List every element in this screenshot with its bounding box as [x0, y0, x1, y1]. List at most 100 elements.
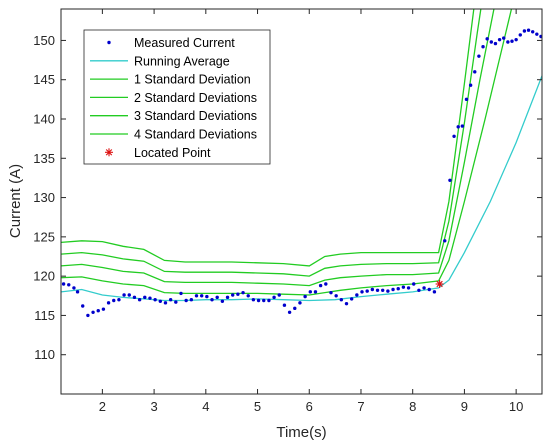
data-point-measured-current	[489, 40, 494, 44]
data-point-measured-current	[456, 125, 460, 129]
y-tick-label: 110	[34, 347, 55, 362]
legend-label: 1 Standard Deviation	[134, 73, 251, 87]
data-point-measured-current	[101, 307, 106, 311]
data-point-measured-current	[522, 29, 527, 33]
series-line-4-standard-deviations	[61, 9, 475, 267]
data-point-measured-current	[535, 32, 539, 36]
y-tick-label: 145	[33, 72, 55, 87]
data-point-measured-current	[432, 290, 437, 294]
data-point-measured-current	[75, 290, 80, 294]
legend-item-2-standard-deviations: 2 Standard Deviations	[90, 91, 257, 105]
x-tick-label: 6	[306, 399, 313, 414]
data-point-measured-current	[303, 294, 307, 299]
data-point-measured-current	[272, 295, 276, 300]
y-tick-label: 120	[33, 269, 55, 284]
data-point-measured-current	[277, 293, 281, 297]
data-point-measured-current	[153, 298, 157, 302]
x-tick-label: 9	[461, 399, 468, 414]
y-tick-label: 125	[33, 229, 55, 244]
ticks-layer: 2 3 4 5 6 7 8 9 10 110 115 120 125 130 135 140 145 150	[33, 9, 542, 414]
data-point-measured-current	[443, 239, 447, 243]
data-point-measured-current	[381, 288, 385, 292]
legend-item-3-standard-deviations: 3 Standard Deviations	[90, 109, 257, 123]
x-tick-label: 3	[150, 399, 157, 414]
data-point-measured-current	[72, 286, 76, 290]
data-point-measured-current	[448, 178, 452, 182]
data-point-measured-current	[539, 34, 542, 39]
y-tick-label: 150	[33, 33, 55, 48]
data-point-measured-current	[530, 30, 535, 34]
data-point-measured-current	[370, 287, 375, 292]
legend-item-1-standard-deviation: 1 Standard Deviation	[90, 73, 251, 87]
data-point-measured-current	[256, 298, 261, 303]
data-point-measured-current	[122, 293, 126, 297]
data-point-measured-current	[468, 83, 473, 87]
data-point-measured-current	[360, 290, 364, 294]
data-point-measured-current	[117, 298, 121, 302]
data-point-measured-current	[137, 298, 142, 302]
data-point-measured-current	[199, 294, 204, 298]
data-point-measured-current	[174, 300, 178, 304]
data-point-measured-current	[396, 287, 400, 291]
data-point-measured-current	[267, 298, 271, 303]
data-point-measured-current	[506, 40, 510, 44]
x-tick-label: 10	[509, 399, 523, 414]
data-point-measured-current	[251, 298, 256, 302]
data-point-measured-current	[391, 287, 395, 292]
legend-label: Measured Current	[134, 36, 235, 50]
data-point-measured-current	[225, 295, 230, 300]
y-tick-label: 140	[33, 112, 55, 127]
data-point-measured-current	[246, 294, 250, 298]
data-point-measured-current	[132, 295, 137, 300]
data-point-measured-current	[308, 290, 312, 294]
legend-item-4-standard-deviations: 4 Standard Deviations	[90, 128, 257, 142]
data-point-measured-current	[194, 294, 199, 298]
x-tick-label: 4	[202, 399, 209, 414]
data-point-measured-current	[282, 303, 287, 307]
data-point-measured-current	[349, 297, 354, 301]
data-point-measured-current	[210, 298, 214, 302]
legend-label: Located Point	[134, 146, 211, 160]
legend-label: Running Average	[134, 54, 230, 68]
data-point-measured-current	[184, 298, 188, 303]
data-point-measured-current	[365, 289, 369, 293]
data-point-measured-current	[473, 70, 477, 74]
legend-label: 2 Standard Deviations	[134, 91, 257, 105]
legend-item-running-average: Running Average	[90, 54, 230, 68]
data-point-measured-current	[422, 286, 426, 290]
data-point-measured-current	[355, 293, 359, 297]
legend: Measured Current Running Average 1 Standar…	[83, 29, 271, 165]
data-point-measured-current	[375, 288, 380, 292]
plot-border	[60, 8, 543, 395]
data-point-measured-current	[179, 291, 183, 296]
data-point-measured-current	[427, 287, 431, 292]
data-point-measured-current	[220, 299, 225, 303]
data-point-measured-current	[412, 282, 416, 286]
series-line-2-standard-deviations	[61, 9, 495, 287]
series-line-1-standard-deviation	[61, 9, 513, 296]
data-point-measured-current	[518, 33, 522, 37]
data-point-measured-current	[91, 310, 95, 314]
legend-swatch-star	[105, 148, 113, 157]
y-tick-label: 115	[34, 308, 55, 323]
data-point-measured-current	[497, 37, 502, 42]
data-point-measured-current	[334, 294, 338, 298]
data-point-measured-current	[339, 298, 344, 302]
data-point-measured-current	[143, 295, 147, 300]
series-layer	[61, 9, 542, 318]
data-point-measured-current	[324, 282, 328, 286]
data-point-measured-current	[86, 313, 90, 318]
data-point-measured-current	[106, 301, 111, 305]
data-point-measured-current	[112, 298, 116, 303]
data-point-measured-current	[262, 298, 266, 303]
data-point-measured-current	[148, 296, 152, 300]
data-point-measured-current	[313, 290, 318, 294]
data-point-measured-current	[168, 298, 173, 302]
legend-item-measured-current: Measured Current	[107, 36, 235, 50]
x-tick-label: 2	[99, 399, 106, 414]
data-point-measured-current	[163, 301, 168, 305]
data-point-measured-current	[81, 304, 85, 308]
legend-label: 4 Standard Deviations	[134, 128, 257, 142]
data-point-measured-current	[464, 97, 469, 102]
data-point-measured-current	[231, 293, 235, 297]
